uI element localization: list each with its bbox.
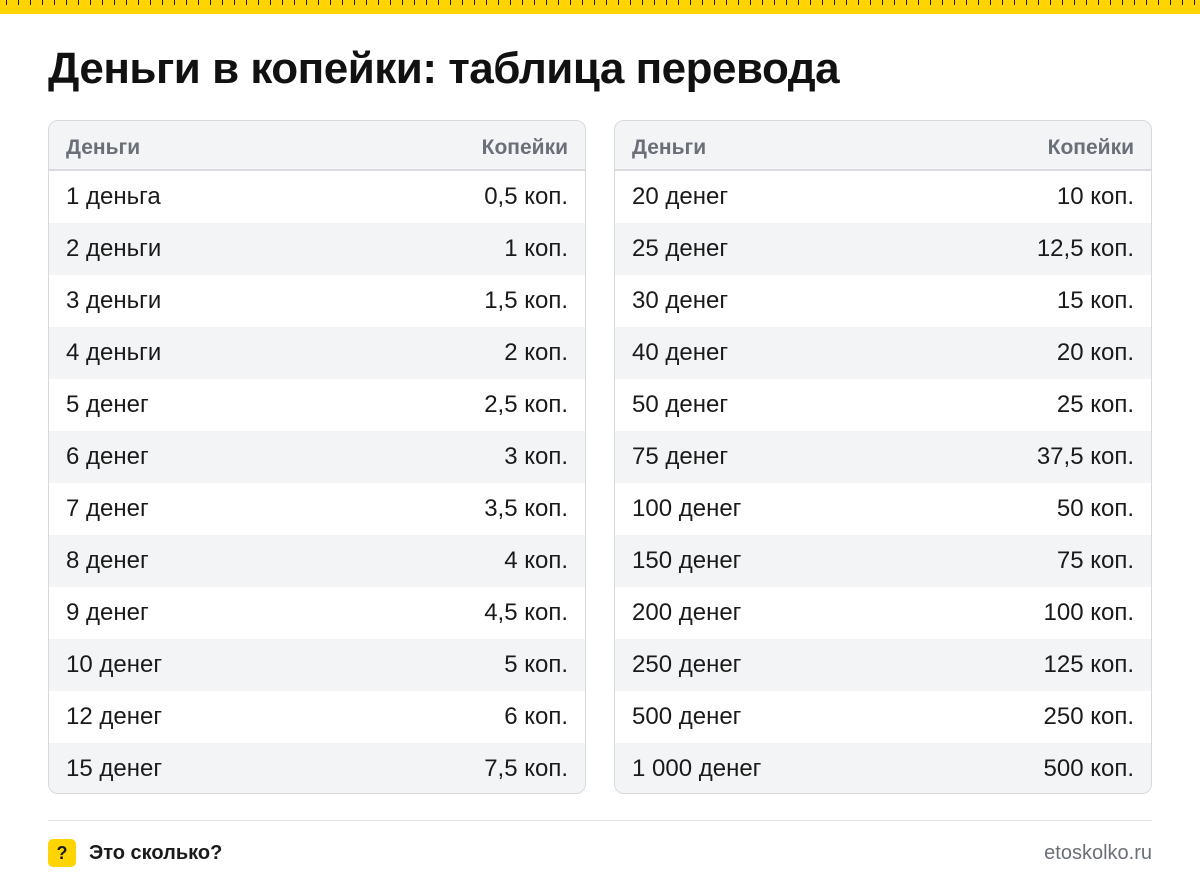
cell-kopeiki: 2,5 коп. xyxy=(484,391,568,418)
cell-kopeiki: 20 коп. xyxy=(1056,339,1134,366)
table-row: 40 денег 20 коп. xyxy=(615,327,1151,379)
table-row: 25 денег 12,5 коп. xyxy=(615,223,1151,275)
cell-dengi: 75 денег xyxy=(632,443,729,470)
cell-kopeiki: 4,5 коп. xyxy=(484,599,568,626)
table-row: 4 деньги 2 коп. xyxy=(49,327,585,379)
table-row: 5 денег 2,5 коп. xyxy=(49,379,585,431)
cell-kopeiki: 0,5 коп. xyxy=(484,183,568,210)
cell-kopeiki: 15 коп. xyxy=(1056,287,1134,314)
cell-dengi: 500 денег xyxy=(632,703,742,730)
brand-logo[interactable]: ? Это сколько? xyxy=(48,839,222,867)
question-mark-icon: ? xyxy=(48,839,76,867)
table-row: 50 денег 25 коп. xyxy=(615,379,1151,431)
cell-dengi: 30 денег xyxy=(632,287,729,314)
cell-dengi: 8 денег xyxy=(66,547,149,574)
table-header: Деньги Копейки xyxy=(49,121,585,171)
conversion-table-right: Деньги Копейки 20 денег 10 коп. 25 денег 1… xyxy=(614,120,1152,794)
header-kopeiki: Копейки xyxy=(1047,136,1134,159)
table-row: 500 денег 250 коп. xyxy=(615,691,1151,743)
header-dengi: Деньги xyxy=(66,136,141,159)
table-row: 3 деньги 1,5 коп. xyxy=(49,275,585,327)
cell-dengi: 12 денег xyxy=(66,703,163,730)
ruler-decoration xyxy=(0,0,1200,14)
table-row: 6 денег 3 коп. xyxy=(49,431,585,483)
cell-dengi: 150 денег xyxy=(632,547,742,574)
table-row: 75 денег 37,5 коп. xyxy=(615,431,1151,483)
table-row: 7 денег 3,5 коп. xyxy=(49,483,585,535)
cell-kopeiki: 500 коп. xyxy=(1043,755,1135,782)
table-row: 1 000 денег 500 коп. xyxy=(615,743,1151,793)
cell-dengi: 6 денег xyxy=(66,443,149,470)
cell-kopeiki: 6 коп. xyxy=(504,703,568,730)
header-kopeiki: Копейки xyxy=(481,136,568,159)
cell-kopeiki: 3 коп. xyxy=(504,443,568,470)
table-row: 15 денег 7,5 коп. xyxy=(49,743,585,793)
brand-name: Это сколько? xyxy=(89,841,223,864)
table-row: 1 деньга 0,5 коп. xyxy=(49,171,585,223)
cell-dengi: 1 деньга xyxy=(66,183,161,210)
cell-dengi: 2 деньги xyxy=(66,235,162,262)
header-dengi: Деньги xyxy=(632,136,707,159)
conversion-table-left: Деньги Копейки 1 деньга 0,5 коп. 2 деньги… xyxy=(48,120,586,794)
cell-kopeiki: 7,5 коп. xyxy=(484,755,568,782)
cell-dengi: 9 денег xyxy=(66,599,149,626)
cell-dengi: 7 денег xyxy=(66,495,149,522)
table-row: 20 денег 10 коп. xyxy=(615,171,1151,223)
cell-kopeiki: 5 коп. xyxy=(504,651,568,678)
cell-kopeiki: 4 коп. xyxy=(504,547,568,574)
table-row: 200 денег 100 коп. xyxy=(615,587,1151,639)
cell-dengi: 200 денег xyxy=(632,599,742,626)
table-row: 30 денег 15 коп. xyxy=(615,275,1151,327)
cell-kopeiki: 250 коп. xyxy=(1043,703,1135,730)
cell-dengi: 100 денег xyxy=(632,495,742,522)
table-row: 2 деньги 1 коп. xyxy=(49,223,585,275)
table-body: 20 денег 10 коп. 25 денег 12,5 коп. 30 ден… xyxy=(615,171,1151,793)
cell-kopeiki: 10 коп. xyxy=(1056,183,1134,210)
footer-divider xyxy=(48,820,1152,821)
cell-kopeiki: 50 коп. xyxy=(1056,495,1134,522)
table-row: 12 денег 6 коп. xyxy=(49,691,585,743)
cell-kopeiki: 1 коп. xyxy=(504,235,568,262)
cell-kopeiki: 3,5 коп. xyxy=(484,495,568,522)
cell-kopeiki: 1,5 коп. xyxy=(484,287,568,314)
cell-dengi: 4 деньги xyxy=(66,339,162,366)
cell-dengi: 25 денег xyxy=(632,235,729,262)
table-row: 150 денег 75 коп. xyxy=(615,535,1151,587)
table-row: 250 денег 125 коп. xyxy=(615,639,1151,691)
cell-kopeiki: 100 коп. xyxy=(1043,599,1135,626)
page-title: Деньги в копейки: таблица перевода xyxy=(48,44,840,93)
table-header: Деньги Копейки xyxy=(615,121,1151,171)
cell-kopeiki: 37,5 коп. xyxy=(1036,443,1134,470)
cell-kopeiki: 12,5 коп. xyxy=(1036,235,1134,262)
cell-dengi: 250 денег xyxy=(632,651,742,678)
site-link[interactable]: etoskolko.ru xyxy=(1044,842,1152,864)
cell-kopeiki: 25 коп. xyxy=(1056,391,1134,418)
cell-dengi: 15 денег xyxy=(66,755,163,782)
cell-dengi: 50 денег xyxy=(632,391,729,418)
table-row: 9 денег 4,5 коп. xyxy=(49,587,585,639)
cell-dengi: 3 деньги xyxy=(66,287,162,314)
cell-dengi: 40 денег xyxy=(632,339,729,366)
table-row: 8 денег 4 коп. xyxy=(49,535,585,587)
cell-dengi: 5 денег xyxy=(66,391,149,418)
cell-dengi: 10 денег xyxy=(66,651,163,678)
cell-dengi: 20 денег xyxy=(632,183,729,210)
table-row: 100 денег 50 коп. xyxy=(615,483,1151,535)
cell-kopeiki: 75 коп. xyxy=(1056,547,1134,574)
cell-kopeiki: 125 коп. xyxy=(1043,651,1135,678)
table-row: 10 денег 5 коп. xyxy=(49,639,585,691)
cell-dengi: 1 000 денег xyxy=(632,755,762,782)
cell-kopeiki: 2 коп. xyxy=(504,339,568,366)
table-body: 1 деньга 0,5 коп. 2 деньги 1 коп. 3 деньги… xyxy=(49,171,585,793)
